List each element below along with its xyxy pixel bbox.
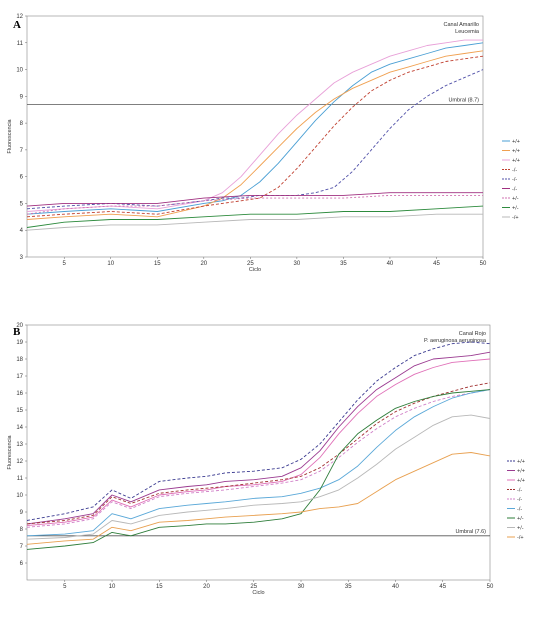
threshold-label: Umbral (8.7) [448,97,479,103]
panel-b: B 6 7 8 9 10 11 12 13 14 15 16 17 18 19 20 5 10 15 20 25 30 35… [7,323,525,596]
y-tick-label: 7 [20,148,24,154]
threshold-label: Umbral (7.6) [455,529,486,535]
legend-label: -/- [517,488,522,494]
series-line-3 [26,39,483,212]
y-tick-label: 12 [16,459,23,465]
legend-label: -/+ [517,535,524,541]
x-tick-label: 15 [156,584,163,590]
x-tick-label: 35 [345,584,352,590]
plot-frame [26,324,491,581]
series-line-4 [26,55,484,218]
x-tick-label: 10 [109,584,116,590]
panel-label: B [13,326,21,338]
y-tick-label: 11 [17,476,24,482]
y-tick-label: 3 [20,255,24,261]
plot-frame [26,15,484,258]
x-tick-label: 40 [387,261,394,267]
series-line-8 [26,205,484,228]
y-axis-label: Fluorescencia [7,118,13,153]
y-tick-label: 6 [20,561,24,567]
legend-label: +/- [512,196,519,202]
channel-annotation: Canal Amarillo [444,22,479,28]
legend-label: -/- [512,177,517,183]
y-tick-label: 14 [16,425,23,431]
legend-label: -/+ [512,215,519,221]
legend-label: -/- [517,507,522,513]
y-tick-label: 13 [16,442,23,448]
x-tick-label: 15 [154,261,161,267]
y-axis-label: Fluorescencia [7,434,13,469]
x-tick-label: 45 [433,261,440,267]
legend-label: +/+ [517,459,525,465]
series-line-8 [26,414,491,540]
x-tick-label: 10 [107,261,114,267]
x-tick-label: 50 [480,261,487,267]
x-tick-label: 5 [63,261,67,267]
legend-label: +/+ [517,469,525,475]
y-tick-label: 8 [20,527,24,533]
x-tick-label: 45 [439,584,446,590]
y-tick-label: 10 [16,68,23,74]
series-line-7 [26,389,491,550]
channel-annotation: Canal Rojo [459,331,486,337]
y-tick-label: 16 [16,391,23,397]
y-tick-label: 10 [16,493,23,499]
x-tick-label: 30 [298,584,305,590]
legend-label: +/+ [512,158,520,164]
x-tick-label: 20 [200,261,207,267]
legend-label: +/- [517,526,524,532]
y-tick-label: 20 [16,323,23,329]
x-tick-label: 5 [63,584,67,590]
y-tick-label: 12 [16,14,23,20]
legend-label: -/- [517,497,522,503]
legend-label: -/- [512,187,517,193]
y-tick-label: 9 [20,510,24,516]
x-tick-label: 25 [247,261,254,267]
x-tick-label: 50 [487,584,494,590]
legend-label: +/- [517,516,524,522]
x-axis-label: Ciclo [252,590,264,596]
series-line-7 [26,194,483,215]
series-line-1 [26,341,491,521]
y-tick-label: 5 [20,201,24,207]
y-tick-label: 18 [16,357,23,363]
x-tick-label: 25 [250,584,257,590]
y-tick-label: 4 [20,228,24,234]
series-line-2 [26,351,491,525]
series-line-9 [26,452,491,545]
series-line-6 [26,389,491,537]
series-line-4 [26,382,491,525]
y-tick-label: 7 [20,544,24,550]
legend-label: -/- [512,168,517,174]
y-tick-label: 15 [16,408,23,414]
x-tick-label: 30 [294,261,301,267]
y-tick-label: 19 [16,340,23,346]
y-tick-label: 9 [20,94,24,100]
series-line-6 [26,192,483,207]
y-tick-label: 6 [20,175,24,181]
x-axis-label: Ciclo [249,267,261,273]
series-line-5 [26,69,484,210]
legend-label: +/- [512,206,519,212]
x-tick-label: 40 [392,584,399,590]
legend-label: +/+ [517,478,525,484]
channel-annotation: Leucemia [455,29,480,35]
series-line-1 [26,42,484,215]
channel-annotation: P. aeruginosa aeruginosa [424,338,487,344]
y-tick-label: 17 [16,374,23,380]
legend-label: +/+ [512,139,520,145]
x-tick-label: 35 [340,261,347,267]
series-line-5 [26,389,491,528]
series-line-9 [26,213,483,231]
x-tick-label: 20 [203,584,210,590]
panel-label: A [13,19,21,31]
y-tick-label: 8 [20,121,24,127]
y-tick-label: 11 [17,41,24,47]
legend-label: +/+ [512,149,520,155]
series-line-2 [26,50,484,220]
